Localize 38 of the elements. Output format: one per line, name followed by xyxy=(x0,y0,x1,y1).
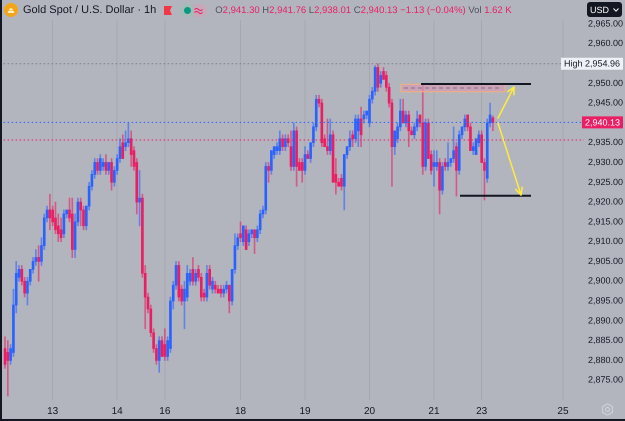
candlestick xyxy=(124,130,127,151)
y-tick-label: 2,935.00 xyxy=(588,137,624,148)
y-tick-label: 2,920.00 xyxy=(588,196,624,207)
x-tick-label: 20 xyxy=(364,406,376,417)
x-tick-label: 19 xyxy=(299,406,312,417)
candlestick xyxy=(326,118,329,155)
y-tick-label: 2,905.00 xyxy=(588,256,624,266)
x-tick-label: 18 xyxy=(234,406,247,417)
candlestick xyxy=(239,222,242,242)
ref-line-label: 2,940.13 xyxy=(584,117,620,128)
y-tick-label: 2,945.00 xyxy=(588,98,624,108)
y-tick-label: 2,885.00 xyxy=(588,335,624,346)
chart-title: Gold Spot / U.S. Dollar · 1h xyxy=(23,4,156,16)
y-tick-label: 2,925.00 xyxy=(588,176,624,187)
candlestick xyxy=(267,162,270,183)
y-tick-label: 2,895.00 xyxy=(588,296,624,306)
y-tick-label: 2,915.00 xyxy=(588,216,624,226)
y-tick-label: 2,910.00 xyxy=(588,236,624,246)
y-tick-label: 2,875.00 xyxy=(588,374,624,385)
candlestick xyxy=(432,150,436,187)
currency-selector: USD xyxy=(587,2,622,17)
x-tick-label: 25 xyxy=(557,406,569,417)
y-tick-label: 2,890.00 xyxy=(588,315,624,326)
candlestick xyxy=(446,142,450,171)
x-tick-label: 23 xyxy=(476,406,488,417)
y-tick-label: 2,965.00 xyxy=(588,18,624,28)
y-tick-label: 2,930.00 xyxy=(588,156,624,167)
x-tick-label: 16 xyxy=(159,406,171,417)
x-tick-label: 13 xyxy=(47,406,59,417)
y-tick-label: 2,950.00 xyxy=(588,78,624,88)
y-tick-label: 2,900.00 xyxy=(588,276,624,286)
y-tick-label: 2,880.00 xyxy=(588,354,624,365)
text: O2,941.30 H2,941.76 L2,938.01 C2,940.13 −1.13 (−0.04%) Vol 1.62 K xyxy=(215,4,512,16)
x-tick-label: 21 xyxy=(428,406,440,417)
x-tick-label: 14 xyxy=(112,406,124,417)
y-tick-label: 2,960.00 xyxy=(588,38,624,48)
ref-line-label: High 2,954.96 xyxy=(564,58,620,69)
y-axis-title: USD xyxy=(590,4,610,14)
